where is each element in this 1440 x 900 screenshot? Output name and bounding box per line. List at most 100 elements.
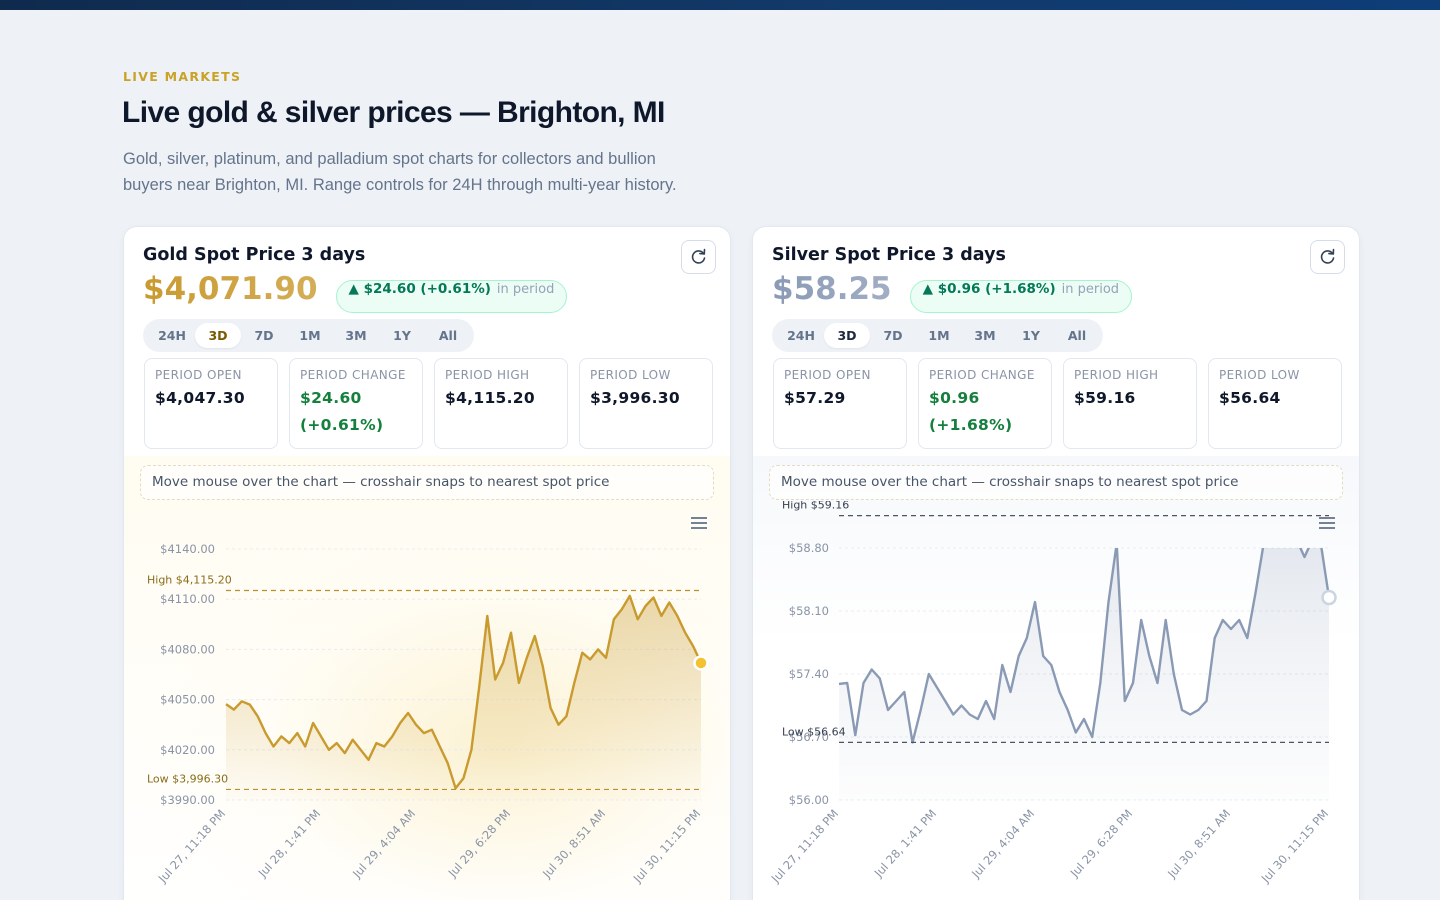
description-line: buyers near Brighton, MI. Range controls…: [123, 176, 677, 194]
x-tick-label: Jul 29, 4:04 AM: [968, 807, 1037, 882]
reference-label: High $59.16: [782, 501, 849, 512]
eyebrow: LIVE MARKETS: [123, 69, 242, 84]
refresh-icon: [691, 248, 706, 264]
stat-box: PERIOD HIGH $4,115.20: [434, 358, 568, 449]
stat-label: PERIOD LOW: [1219, 368, 1300, 382]
stats-row: PERIOD OPEN $4,047.30 PERIOD CHANGE $24.60 …: [144, 358, 713, 449]
stat-value: $3,996.30: [590, 389, 680, 407]
range-tab[interactable]: 1M: [928, 328, 950, 343]
range-tab[interactable]: 7D: [883, 328, 903, 343]
change-note: in period: [496, 282, 555, 297]
change-badge: ▲ $24.60 (+0.61%) in period: [335, 280, 568, 313]
stat-box: PERIOD CHANGE $24.60 (+0.61%): [289, 358, 423, 449]
last-point: [693, 655, 709, 671]
range-tab[interactable]: 24H: [787, 328, 815, 343]
reference-label: High $4,115.20: [147, 573, 232, 586]
stat-value: $56.64: [1219, 389, 1281, 407]
x-tick-label: Jul 30, 8:51 AM: [539, 807, 608, 882]
stat-label: PERIOD CHANGE: [300, 368, 406, 382]
chart-card: Gold Spot Price 3 days $4,071.90 ▲ $24.60 …: [123, 226, 731, 900]
change-badge: ▲ $0.96 (+1.68%) in period: [909, 280, 1133, 313]
x-tick-label: Jul 30, 8:51 AM: [1164, 807, 1233, 882]
price-line: [225, 594, 703, 790]
x-tick-label: Jul 30, 11:15 PM: [1258, 807, 1331, 886]
y-tick-label: $4020.00: [160, 743, 215, 757]
x-tick-label: Jul 29, 6:28 PM: [445, 807, 513, 881]
chart-menu[interactable]: [691, 517, 707, 529]
range-tab[interactable]: 24H: [158, 328, 186, 343]
stat-label: PERIOD OPEN: [784, 368, 871, 382]
range-tab[interactable]: 3M: [974, 328, 996, 343]
y-tick-label: $4080.00: [160, 642, 215, 656]
plot-area: [838, 548, 1331, 800]
stat-label: PERIOD OPEN: [155, 368, 242, 382]
range-tab[interactable]: All: [1067, 328, 1087, 343]
stat-box: PERIOD CHANGE $0.96 (+1.68%): [918, 358, 1052, 449]
card-title: Gold Spot Price 3 days: [143, 245, 366, 265]
range-tab[interactable]: All: [438, 328, 458, 343]
area: [839, 548, 1329, 800]
y-tick-label: $58.80: [789, 541, 829, 555]
stat-label: PERIOD HIGH: [445, 368, 530, 382]
y-tick-label: $4050.00: [160, 693, 215, 707]
chart-card: Silver Spot Price 3 days $58.25 ▲ $0.96 (+…: [752, 226, 1360, 900]
change-note: in period: [1061, 282, 1120, 297]
stats-row: PERIOD OPEN $57.29 PERIOD CHANGE $0.96 (+1.…: [773, 358, 1342, 449]
range-tab[interactable]: 3D: [195, 323, 241, 348]
stat-value: $59.16: [1074, 389, 1136, 407]
chart-hint: Move mouse over the chart — crosshair sn…: [140, 465, 714, 500]
x-tick-label: Jul 27, 11:18 PM: [768, 807, 841, 886]
range-tab[interactable]: 3D: [824, 323, 870, 348]
range-tab[interactable]: 1M: [299, 328, 321, 343]
stat-value: $4,115.20: [445, 389, 535, 407]
range-tab[interactable]: 7D: [254, 328, 274, 343]
current-price: $58.25: [772, 271, 892, 307]
price-row: $58.25 ▲ $0.96 (+1.68%) in period: [772, 271, 1133, 313]
stat-box: PERIOD OPEN $57.29: [773, 358, 907, 449]
stat-value: $57.29: [784, 389, 846, 407]
price-row: $4,071.90 ▲ $24.60 (+0.61%) in period: [143, 271, 568, 313]
refresh-arc: [691, 250, 706, 264]
range-tabs: 24H 3D 7D 1M 3M 1Y All: [143, 319, 474, 352]
stat-box: PERIOD LOW $3,996.30: [579, 358, 713, 449]
line-chart: $3990.00 $4020.00 $4050.00 $4080.00 $4110.00…: [147, 517, 709, 886]
chart-hint: Move mouse over the chart — crosshair sn…: [769, 465, 1343, 500]
stat-label: PERIOD LOW: [590, 368, 671, 382]
stat-value: $24.60 (+0.61%): [300, 389, 384, 434]
x-tick-label: Jul 29, 4:04 AM: [349, 807, 418, 882]
stat-box: PERIOD HIGH $59.16: [1063, 358, 1197, 449]
line-chart: $56.00 $56.70 $57.40 $58.10 $58.80 High $59.1…: [768, 501, 1337, 886]
stat-label: PERIOD HIGH: [1074, 368, 1159, 382]
plot-area: [225, 594, 703, 800]
change-value: ▲ $24.60 (+0.61%): [348, 281, 491, 297]
refresh-button[interactable]: [681, 240, 716, 274]
range-tab[interactable]: 1Y: [393, 328, 411, 343]
x-tick-label: Jul 29, 6:28 PM: [1067, 807, 1135, 881]
y-tick-label: $4110.00: [160, 592, 215, 606]
y-tick-label: $56.00: [789, 793, 829, 807]
y-tick-label: $57.40: [789, 667, 829, 681]
stat-value: $0.96 (+1.68%): [929, 389, 1013, 434]
description: Gold, silver, platinum, and palladium sp…: [123, 146, 677, 198]
refresh-arrow: [1328, 248, 1335, 255]
range-tab[interactable]: 1Y: [1022, 328, 1040, 343]
refresh-button[interactable]: [1310, 240, 1345, 274]
stat-label: PERIOD CHANGE: [929, 368, 1035, 382]
y-tick-label: $4140.00: [160, 542, 215, 556]
description-line: Gold, silver, platinum, and palladium sp…: [123, 150, 656, 168]
refresh-arrow: [699, 248, 706, 255]
card-title: Silver Spot Price 3 days: [772, 245, 1006, 265]
reference-label: Low $56.64: [782, 725, 846, 738]
last-point: [1321, 589, 1337, 606]
y-tick-label: $58.10: [789, 604, 829, 618]
stat-value: $4,047.30: [155, 389, 245, 407]
stat-box: PERIOD OPEN $4,047.30: [144, 358, 278, 449]
range-tabs: 24H 3D 7D 1M 3M 1Y All: [772, 319, 1103, 352]
chart-menu[interactable]: [1319, 517, 1335, 529]
refresh-arc: [1320, 250, 1335, 264]
x-tick-label: Jul 28, 1:41 PM: [255, 807, 323, 881]
refresh-icon: [1320, 248, 1335, 264]
range-tab[interactable]: 3M: [345, 328, 367, 343]
reference-label: Low $3,996.30: [147, 772, 228, 785]
